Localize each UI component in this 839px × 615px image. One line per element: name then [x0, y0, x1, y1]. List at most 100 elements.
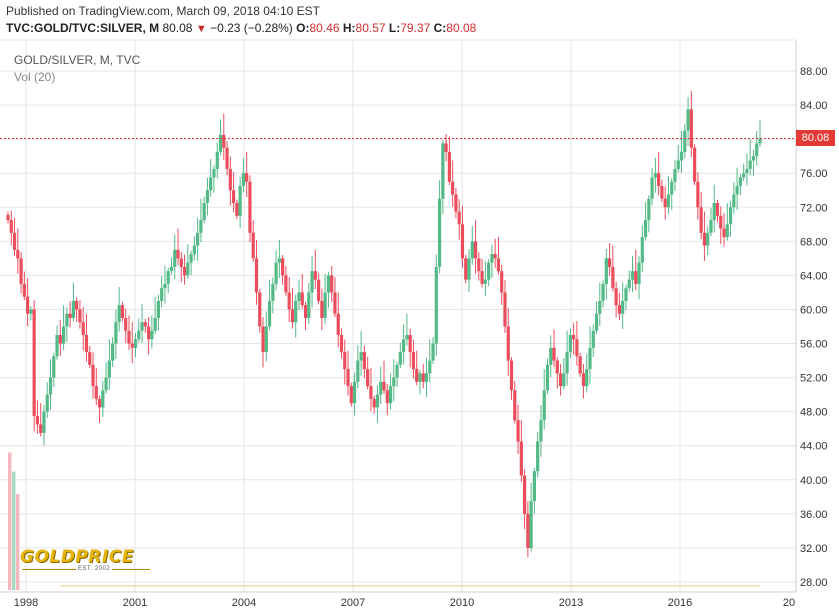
candle-body: [392, 377, 396, 387]
candle-body: [362, 352, 366, 370]
candle-body: [588, 347, 592, 370]
y-tick-label: 40.00: [800, 475, 828, 487]
candle-body: [483, 279, 487, 284]
volume-bar: [16, 494, 20, 590]
open-value: 80.46: [309, 21, 340, 35]
candle-body: [146, 326, 151, 340]
candle-body: [307, 292, 311, 318]
candle-body: [421, 373, 425, 382]
candle-body: [715, 203, 720, 216]
candle-body: [228, 168, 232, 191]
candle-body: [617, 305, 622, 314]
candle-body: [408, 335, 412, 353]
candle-body: [150, 330, 154, 340]
candle-body: [78, 309, 82, 323]
candle-body: [679, 151, 684, 161]
candle-body: [48, 377, 53, 395]
y-tick-label: 68.00: [800, 236, 828, 248]
candle-body: [748, 160, 752, 169]
candle-body: [330, 275, 334, 293]
candle-body: [202, 203, 206, 221]
candle-body: [323, 292, 327, 318]
candle-body: [706, 232, 710, 246]
y-tick-label: 56.00: [800, 339, 828, 351]
y-tick-label: 84.00: [800, 100, 828, 112]
candle-body: [199, 220, 203, 233]
candle-body: [313, 271, 317, 280]
candle-body: [490, 254, 494, 263]
candle-body: [101, 390, 105, 408]
candle-body: [686, 109, 690, 131]
candle-body: [614, 288, 618, 306]
candle-body: [728, 207, 733, 225]
candle-body: [418, 373, 422, 382]
candle-body: [267, 300, 272, 327]
close-value: 80.08: [446, 21, 477, 35]
candle-body: [277, 258, 281, 263]
candle-body: [643, 220, 648, 238]
candle-body: [670, 181, 674, 195]
series-legend[interactable]: GOLD/SILVER, M, TVC: [14, 53, 141, 67]
candle-body: [352, 381, 357, 404]
candle-body: [42, 411, 46, 433]
candle-body: [585, 369, 589, 387]
candle-body: [19, 258, 23, 284]
x-tick-label: 2010: [450, 597, 474, 609]
candle-body: [660, 185, 664, 199]
candle-body: [532, 471, 536, 502]
x-tick-label: 2013: [559, 597, 583, 609]
candle-body: [500, 271, 504, 293]
candle-body: [699, 207, 703, 233]
candle-body: [156, 300, 160, 318]
candle-body: [215, 151, 219, 169]
candle-body: [88, 352, 92, 365]
candle-body: [470, 241, 474, 259]
candle-body: [581, 373, 586, 387]
candle-body: [673, 168, 677, 182]
candle-body: [81, 322, 85, 336]
candle-body: [601, 283, 605, 301]
candle-body: [35, 415, 40, 425]
close-label: C:: [433, 21, 447, 35]
candle-body: [94, 386, 98, 399]
candle-body: [519, 441, 523, 476]
candle-body: [117, 305, 121, 323]
candle-body: [320, 300, 324, 318]
candle-body: [398, 352, 402, 365]
candle-body: [758, 138, 762, 144]
candle-body: [545, 364, 550, 391]
candle-body: [218, 134, 223, 152]
candle-body: [375, 394, 380, 408]
candle-body: [192, 245, 196, 255]
candle-body: [241, 173, 246, 186]
candle-body: [209, 177, 213, 191]
candle-body: [166, 271, 170, 284]
volume-bar: [8, 452, 12, 590]
candle-body: [424, 373, 429, 382]
candle-body: [163, 283, 167, 289]
candle-body: [742, 173, 746, 178]
candle-body: [297, 292, 301, 301]
candle-body: [75, 300, 79, 310]
candle-body: [143, 322, 147, 327]
candle-body: [640, 237, 644, 263]
candle-body: [467, 258, 471, 280]
candle-series: [6, 91, 762, 558]
candle-body: [702, 232, 707, 246]
candle-body: [22, 283, 26, 297]
candle-body: [454, 194, 458, 212]
candle-body: [310, 271, 314, 293]
candle-body: [196, 232, 200, 246]
candle-body: [232, 190, 236, 204]
volume-legend[interactable]: Vol (20): [14, 70, 56, 84]
candle-body: [58, 335, 62, 344]
symbol-name[interactable]: TVC:GOLD/TVC:SILVER, M: [6, 21, 160, 35]
candle-body: [326, 275, 331, 293]
candle-body: [343, 352, 347, 370]
volume-series: [8, 452, 760, 590]
candle-body: [45, 394, 49, 412]
candle-body: [434, 266, 438, 344]
candle-body: [496, 258, 501, 272]
volume-bar: [12, 471, 16, 590]
